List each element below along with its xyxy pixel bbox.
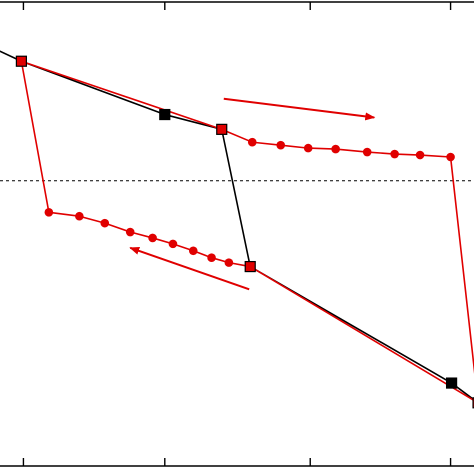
data-marker-circle-15 [148, 233, 157, 243]
data-marker-circle-17 [188, 246, 198, 256]
direction-arrow-0 [223, 97, 376, 121]
data-marker-circle-18 [207, 253, 216, 262]
data-marker-circle-11 [44, 207, 54, 217]
data-marker-square-20 [244, 260, 256, 273]
direction-arrow-1 [129, 246, 250, 291]
series-line-0 [0, 50, 474, 401]
markers-layer [15, 55, 474, 409]
data-marker-square-1 [159, 108, 171, 121]
data-marker-circle-9 [415, 150, 425, 160]
data-marker-circle-7 [362, 147, 372, 157]
data-marker-square-0 [15, 55, 27, 67]
data-marker-circle-13 [100, 218, 110, 228]
data-marker-circle-14 [125, 227, 135, 237]
data-marker-square-2 [216, 123, 228, 135]
data-marker-circle-3 [247, 137, 257, 147]
data-marker-circle-19 [224, 258, 234, 267]
data-marker-circle-16 [168, 239, 178, 249]
data-marker-square-21 [445, 377, 458, 389]
series-line-1 [20, 60, 474, 402]
arrows-layer [129, 97, 376, 291]
data-marker-circle-12 [75, 211, 84, 221]
data-marker-circle-4 [276, 140, 286, 150]
data-marker-circle-5 [303, 143, 313, 153]
series-layer [0, 50, 474, 402]
data-marker-circle-6 [331, 144, 340, 154]
data-marker-circle-10 [446, 152, 455, 162]
data-marker-circle-8 [390, 149, 399, 159]
